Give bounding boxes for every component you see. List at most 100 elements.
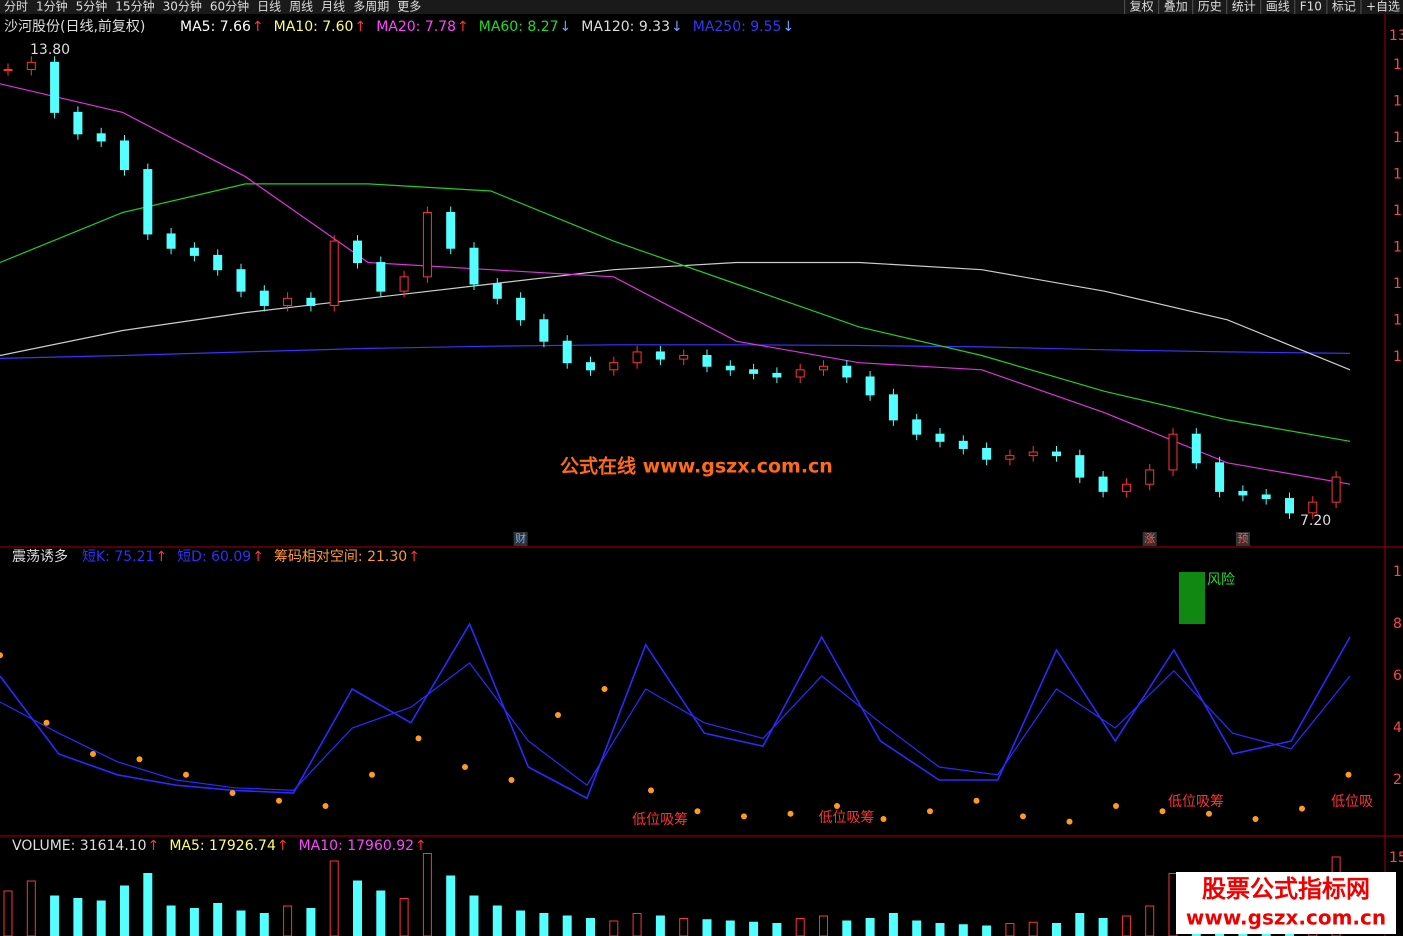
candle xyxy=(422,211,432,278)
candle xyxy=(1075,455,1085,478)
toolbar-item: 月线 xyxy=(321,0,345,14)
candle xyxy=(1191,433,1201,464)
axis-label: 2 xyxy=(1393,772,1402,788)
toolbar-item: 复权 xyxy=(1130,0,1154,14)
logo-url: www.gszx.com.cn xyxy=(1186,906,1386,930)
legend-arrow: ↑ xyxy=(457,19,469,35)
candle xyxy=(50,61,60,113)
candle xyxy=(166,233,176,249)
candle xyxy=(819,365,828,371)
axis-label: 1 xyxy=(1393,313,1402,329)
volume-bar xyxy=(3,890,13,936)
marker: 预 xyxy=(1237,532,1248,545)
toolbar-item: 统计 xyxy=(1232,0,1256,14)
axis-label: 1 xyxy=(1393,130,1402,146)
legend-label: VOLUME: 31614.10 xyxy=(12,838,147,854)
dot xyxy=(1066,818,1073,825)
volume-bar xyxy=(1168,873,1178,936)
candle xyxy=(73,111,83,135)
toolbar-item: 多周期 xyxy=(353,0,389,14)
candle xyxy=(1098,476,1108,492)
volume-bar xyxy=(166,905,176,936)
marker-box xyxy=(1235,532,1250,546)
candle xyxy=(772,372,782,378)
dot xyxy=(0,652,3,659)
volume-bar xyxy=(632,913,642,936)
dot xyxy=(741,813,747,820)
dot xyxy=(927,808,933,815)
legend-label: MA250: 9.55 xyxy=(693,19,782,35)
dot xyxy=(276,797,282,804)
ma-line xyxy=(0,183,1351,442)
candle xyxy=(120,140,129,171)
legend-label: 短D: 60.09 xyxy=(177,549,251,565)
volume-bar xyxy=(492,905,502,936)
signal-label: 低位吸筹 xyxy=(1168,793,1224,810)
volume-bar xyxy=(353,880,362,936)
volume-bar xyxy=(306,908,316,936)
volume-bar xyxy=(958,924,968,936)
signal-label: 低位吸筹 xyxy=(632,811,688,828)
volume-bar xyxy=(539,913,549,936)
logo-title: 股票公式指标网 xyxy=(1202,875,1370,903)
volume-bar xyxy=(26,880,36,936)
legend-label: MA10: 17960.92 xyxy=(299,838,414,854)
legend-arrow: ↑ xyxy=(408,549,420,565)
dot xyxy=(880,816,887,822)
toolbar-item: 历史 xyxy=(1198,0,1222,14)
volume-bar xyxy=(399,898,409,936)
volume-bar xyxy=(1075,913,1085,936)
volume-bar xyxy=(725,920,735,936)
toolbar-item: 分时 xyxy=(4,0,28,14)
candle xyxy=(702,355,712,367)
volume-bar xyxy=(655,915,665,936)
low-label: 7.20 xyxy=(1300,513,1331,529)
signal-label: 低位吸筹 xyxy=(819,809,875,826)
dot xyxy=(1113,803,1119,809)
toolbar-item: 更多 xyxy=(397,0,421,14)
dot xyxy=(1206,810,1212,817)
high-label: 13.80 xyxy=(30,42,70,58)
candle xyxy=(749,369,759,374)
candle xyxy=(259,290,269,306)
dot xyxy=(43,719,50,726)
legend-label: 筹码相对空间: 21.30 xyxy=(274,548,407,565)
candle xyxy=(399,276,409,292)
candle xyxy=(1215,462,1225,492)
axis-label: 15 xyxy=(1389,850,1403,866)
candle xyxy=(586,362,595,371)
ma-line xyxy=(0,261,1351,371)
volume-bar xyxy=(50,895,60,936)
candle xyxy=(1308,501,1318,514)
candle xyxy=(865,376,875,396)
candle xyxy=(725,365,735,371)
dot xyxy=(787,810,794,817)
legend-arrow: ↑ xyxy=(148,838,160,854)
toolbar-item: 周线 xyxy=(289,0,313,14)
dot xyxy=(601,686,608,692)
indicator-line xyxy=(0,622,1351,800)
legend-arrow: ↓ xyxy=(671,19,683,35)
volume-bar xyxy=(283,905,293,936)
dot xyxy=(229,790,236,796)
marker: 财 xyxy=(515,531,526,545)
volume-bar xyxy=(422,853,432,936)
volume-bar xyxy=(1005,923,1015,936)
indicator-line xyxy=(0,662,1351,792)
candle xyxy=(912,419,922,435)
toolbar-item: 60分钟 xyxy=(210,0,249,14)
candle xyxy=(632,351,642,364)
candle xyxy=(609,362,619,371)
toolbar-item: 标记 xyxy=(1332,0,1356,14)
volume-bar xyxy=(819,915,828,936)
volume-bar xyxy=(143,873,153,936)
dot xyxy=(322,803,329,809)
axis-label: 1 xyxy=(1393,564,1402,580)
toolbar-item: +自选 xyxy=(1366,0,1400,14)
toolbar-item: F10 xyxy=(1300,0,1322,14)
risk-bar xyxy=(1179,572,1205,624)
legend-arrow: ↑ xyxy=(415,838,427,854)
candle xyxy=(1005,455,1015,460)
axis-label: 1 xyxy=(1393,57,1402,73)
